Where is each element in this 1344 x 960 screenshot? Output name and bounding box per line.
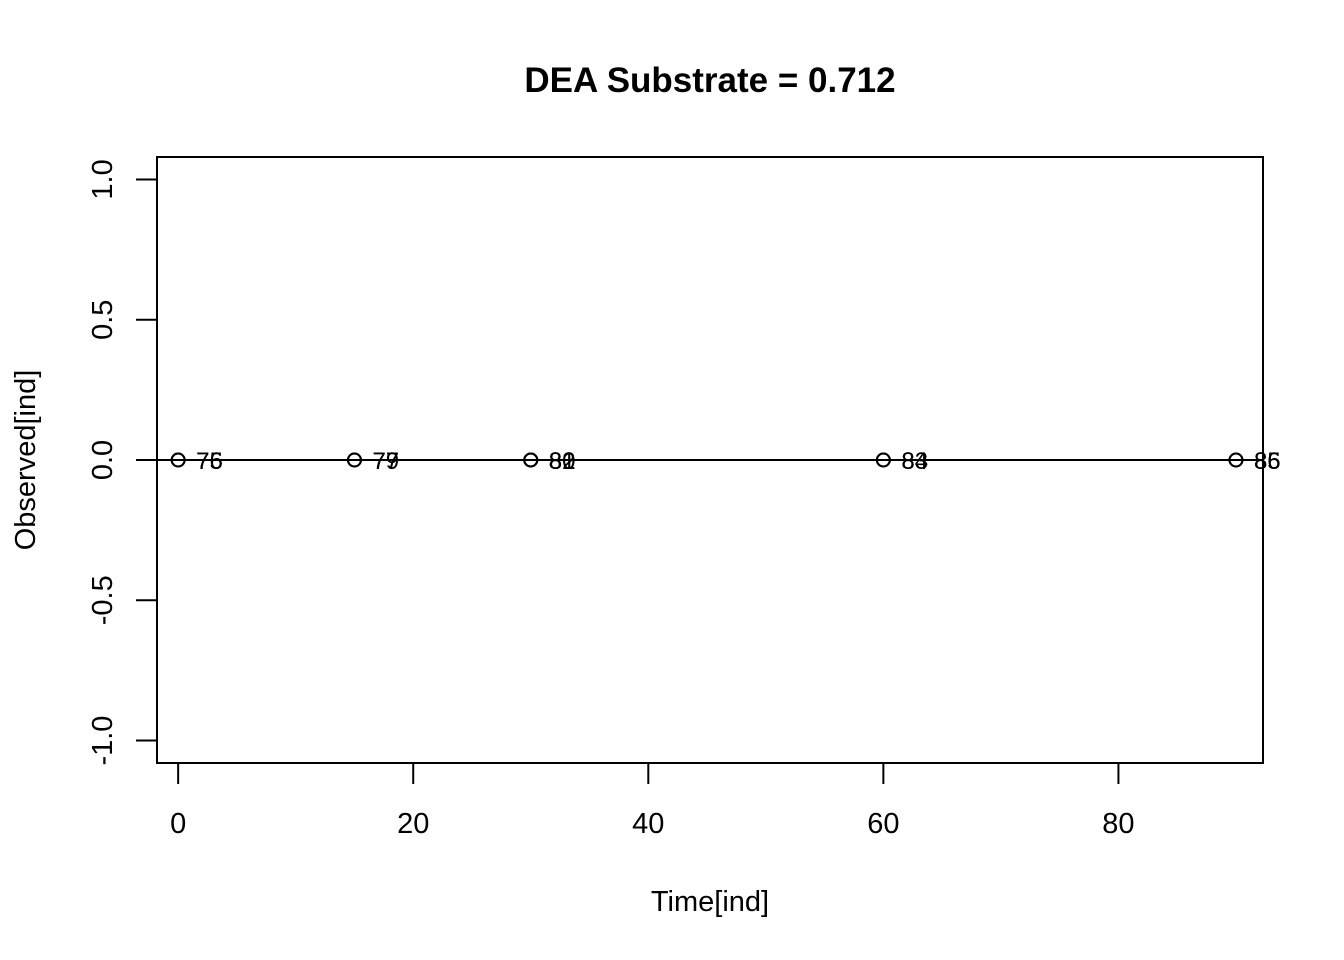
data-point-label: 79 [372,448,399,475]
data-point [875,452,891,468]
y-tick-label: 0.5 [87,300,119,340]
y-axis: -1.0 -0.5 0.0 0.5 1.0 [87,159,158,766]
data-point-label: 77 [372,448,399,475]
x-axis-label: Time[ind] [651,886,769,918]
data-point-label: 80 [549,448,576,475]
data-point [523,452,539,468]
x-tick-label: 20 [397,808,429,840]
data-point-label: 82 [549,448,576,475]
data-point-label: 75 [196,448,223,475]
x-axis: 0 20 40 60 80 [170,762,1135,840]
x-tick-label: 0 [170,808,186,840]
x-tick-label: 40 [632,808,664,840]
data-points [170,452,1244,468]
y-tick-label: 1.0 [87,159,119,199]
y-tick-label: -0.5 [87,575,119,625]
y-tick-label: 0.0 [87,440,119,480]
data-point-label: 84 [901,448,928,475]
data-point [1228,452,1244,468]
data-point [170,452,186,468]
data-point-label: 76 [196,448,223,475]
chart-title: DEA Substrate = 0.712 [524,61,895,100]
data-point-label: 83 [901,448,928,475]
x-tick-label: 60 [867,808,899,840]
data-point-label: 86 [1254,448,1281,475]
y-axis-label: Observed[ind] [10,370,42,551]
data-point-label: 85 [1254,448,1281,475]
data-point [346,452,362,468]
y-tick-label: -1.0 [87,716,119,766]
data-point-label: 81 [549,448,576,475]
x-tick-label: 80 [1102,808,1134,840]
